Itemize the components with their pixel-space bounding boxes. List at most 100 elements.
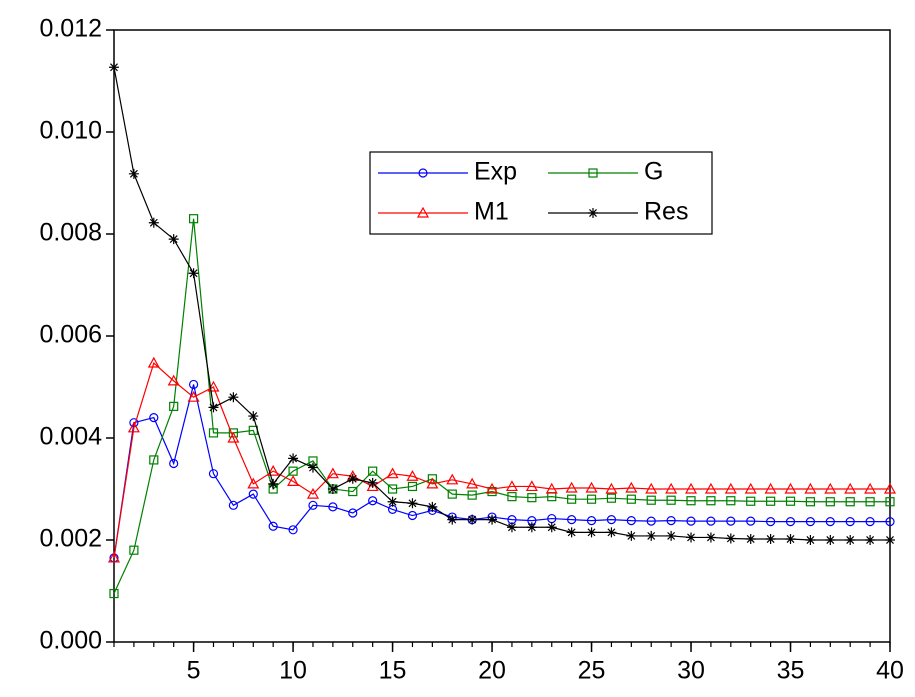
data-point (208, 469, 219, 479)
legend-box (369, 151, 713, 235)
x-tick-label: 25 (578, 657, 606, 685)
data-point (666, 530, 677, 541)
data-point (844, 482, 857, 494)
x-tick-label: 15 (379, 657, 407, 685)
data-point (765, 533, 776, 544)
data-point (785, 533, 796, 544)
legend-marker (588, 208, 598, 218)
data-point (804, 482, 817, 494)
series-line (113, 67, 890, 541)
data-point (864, 482, 877, 494)
data-point (824, 482, 837, 494)
data-point (386, 467, 399, 479)
data-point (865, 535, 876, 545)
data-point (348, 486, 358, 497)
data-point (744, 482, 757, 494)
data-point (127, 421, 140, 433)
data-point (248, 489, 258, 499)
data-point (746, 516, 756, 526)
data-point (706, 496, 716, 506)
data-point (187, 390, 200, 402)
data-point (308, 500, 318, 510)
y-tick-label: 0.008 (39, 219, 102, 247)
data-point (706, 516, 716, 526)
legend-marker (588, 168, 598, 178)
x-tick-label: 30 (677, 657, 705, 685)
data-point (287, 475, 300, 486)
x-tick-label: 5 (187, 657, 201, 685)
data-point (327, 484, 338, 494)
data-point (467, 514, 478, 525)
data-point (585, 481, 598, 493)
data-point (525, 480, 538, 492)
data-point (247, 477, 260, 489)
data-point (147, 356, 160, 368)
data-point (527, 493, 537, 503)
data-point (505, 480, 518, 492)
legend-label: M1 (474, 198, 509, 226)
data-point (825, 517, 835, 527)
data-point (645, 482, 658, 494)
data-point (248, 411, 259, 422)
data-point (208, 402, 219, 413)
data-point (606, 527, 617, 538)
data-point (725, 533, 736, 544)
data-point (188, 379, 199, 390)
y-tick-label: 0.012 (39, 15, 102, 43)
data-point (704, 482, 717, 494)
data-point (446, 473, 459, 485)
data-point (407, 481, 418, 492)
data-point (805, 497, 816, 507)
data-point (208, 428, 219, 438)
data-point (109, 588, 119, 599)
x-tick-label: 40 (876, 657, 904, 685)
legend-label: Exp (474, 158, 517, 186)
data-point (467, 490, 477, 500)
data-point (227, 431, 240, 443)
data-point (407, 498, 418, 509)
series-line (113, 218, 890, 594)
x-tick-label: 20 (478, 657, 506, 685)
data-point (149, 455, 159, 465)
data-point (188, 268, 199, 279)
data-point (567, 514, 577, 525)
data-point (586, 516, 597, 526)
data-point (407, 510, 418, 521)
data-point (626, 530, 637, 541)
data-point (109, 62, 119, 73)
data-point (646, 495, 656, 505)
data-point (288, 525, 298, 535)
data-point (268, 478, 279, 489)
data-point (507, 492, 517, 502)
data-point (865, 517, 875, 527)
data-point (447, 514, 458, 525)
data-point (626, 494, 636, 504)
data-point (606, 493, 617, 503)
data-point (387, 484, 398, 494)
data-point (785, 496, 796, 506)
data-point (686, 496, 696, 506)
data-point (506, 522, 517, 533)
x-tick-label: 10 (279, 657, 307, 685)
data-point (128, 168, 139, 179)
data-point (129, 545, 139, 555)
data-point (605, 482, 618, 494)
data-point (665, 482, 678, 494)
data-point (149, 413, 159, 423)
data-point (368, 496, 378, 506)
data-point (427, 501, 438, 512)
legend-marker (416, 206, 430, 218)
data-point (486, 482, 499, 494)
y-tick-label: 0.002 (39, 525, 102, 553)
legend-label: Res (644, 198, 688, 226)
data-point (367, 477, 378, 488)
data-point (805, 517, 816, 527)
data-point (746, 496, 756, 506)
data-point (169, 401, 179, 411)
data-point (885, 517, 895, 527)
data-point (686, 532, 697, 543)
data-point (169, 458, 179, 469)
data-point (228, 392, 239, 403)
data-point (845, 497, 855, 507)
data-point (307, 462, 318, 473)
